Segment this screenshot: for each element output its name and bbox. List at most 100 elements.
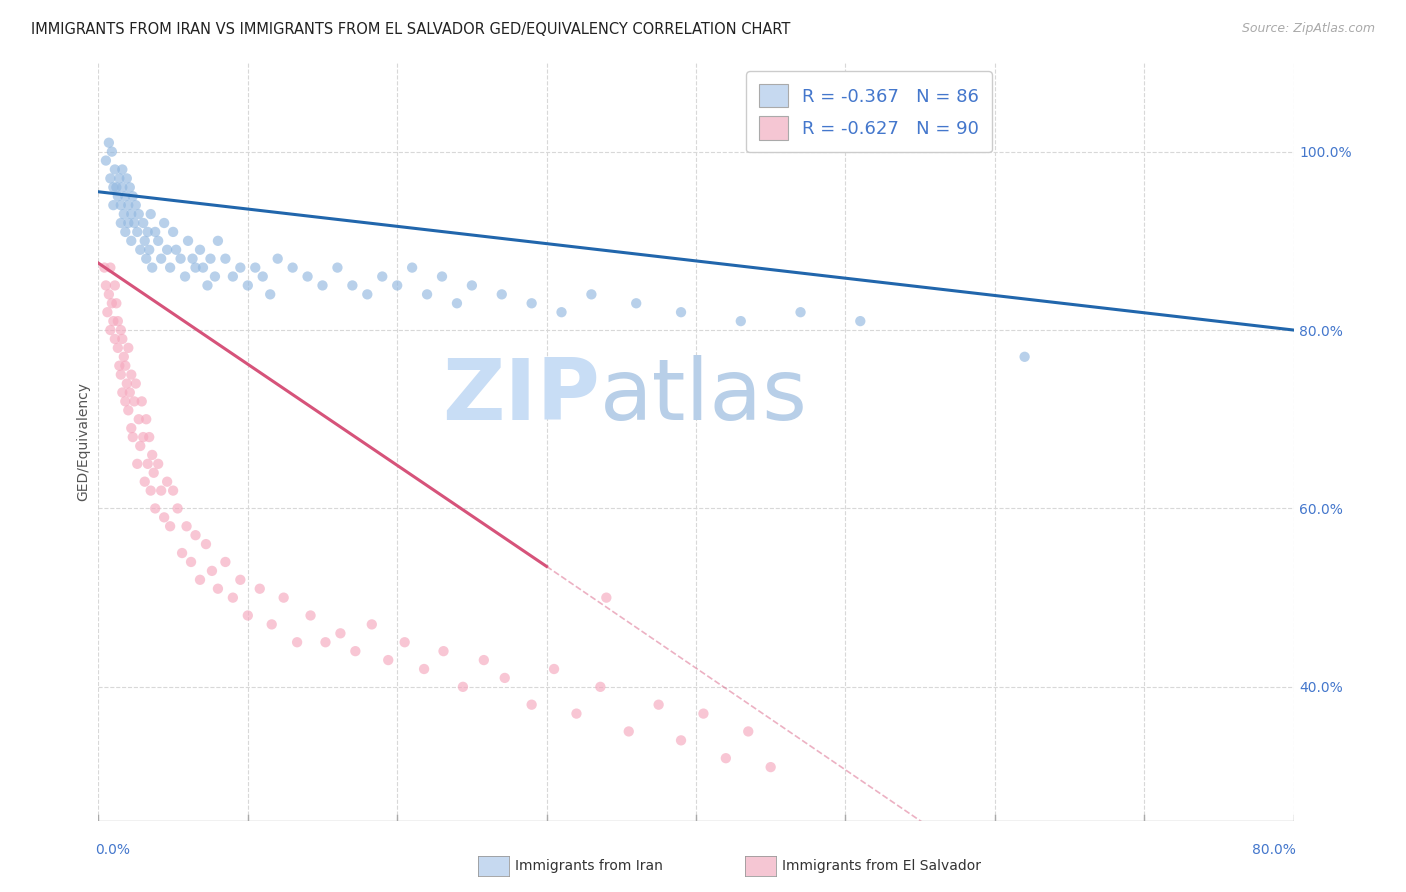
Point <box>121 189 143 203</box>
Point <box>134 475 156 489</box>
Point <box>494 671 516 685</box>
Point <box>214 252 236 266</box>
Point <box>273 591 295 605</box>
Point <box>136 225 159 239</box>
Point <box>139 207 162 221</box>
Point <box>96 305 118 319</box>
Point <box>103 180 125 194</box>
Point <box>141 448 163 462</box>
Point <box>142 466 165 480</box>
Point <box>491 287 513 301</box>
Text: 80.0%: 80.0% <box>1253 843 1296 857</box>
Point <box>129 243 152 257</box>
Point <box>174 269 197 284</box>
Point <box>111 332 134 346</box>
Point <box>281 260 304 275</box>
Point <box>565 706 588 721</box>
Point <box>730 314 752 328</box>
Point <box>311 278 333 293</box>
Point <box>169 252 191 266</box>
Point <box>117 341 139 355</box>
Point <box>120 207 142 221</box>
Point <box>111 162 134 177</box>
Point <box>589 680 612 694</box>
Point <box>543 662 565 676</box>
Point <box>297 269 319 284</box>
Point <box>165 243 187 257</box>
Point <box>249 582 271 596</box>
Point <box>128 412 150 426</box>
Point <box>97 136 120 150</box>
Point <box>156 243 179 257</box>
Point <box>107 341 129 355</box>
Point <box>107 314 129 328</box>
Point <box>101 145 124 159</box>
Point <box>148 457 170 471</box>
Point <box>118 180 141 194</box>
Point <box>315 635 337 649</box>
Point <box>148 234 170 248</box>
Point <box>124 216 146 230</box>
Y-axis label: GED/Equivalency: GED/Equivalency <box>76 382 90 501</box>
Point <box>135 412 157 426</box>
Point <box>162 483 184 498</box>
Point <box>626 296 648 310</box>
Point <box>204 269 226 284</box>
Point <box>432 644 454 658</box>
Point <box>132 216 155 230</box>
Point <box>394 635 416 649</box>
Point <box>356 287 378 301</box>
Point <box>197 278 219 293</box>
Point <box>156 475 179 489</box>
Point <box>115 171 138 186</box>
Point <box>112 207 135 221</box>
Point <box>413 662 436 676</box>
Point <box>342 278 364 293</box>
Point <box>111 180 134 194</box>
Point <box>430 269 453 284</box>
Point <box>207 234 229 248</box>
Point <box>550 305 572 319</box>
Point <box>143 225 166 239</box>
Point <box>103 198 125 212</box>
Point <box>737 724 759 739</box>
Point <box>150 252 173 266</box>
Point <box>259 287 281 301</box>
Point <box>326 260 349 275</box>
Point <box>214 555 236 569</box>
Point <box>222 269 245 284</box>
Text: Source: ZipAtlas.com: Source: ZipAtlas.com <box>1241 22 1375 36</box>
Point <box>110 198 132 212</box>
Point <box>245 260 267 275</box>
Point <box>180 555 202 569</box>
Point <box>138 243 160 257</box>
Point <box>201 564 224 578</box>
Point <box>138 430 160 444</box>
Point <box>520 698 543 712</box>
Point <box>120 421 142 435</box>
Point <box>191 260 214 275</box>
Point <box>159 260 181 275</box>
Point <box>188 573 211 587</box>
Point <box>207 582 229 596</box>
Point <box>229 260 252 275</box>
Point <box>172 546 194 560</box>
Text: atlas: atlas <box>600 354 808 438</box>
Point <box>117 403 139 417</box>
Point <box>127 457 149 471</box>
Text: 0.0%: 0.0% <box>96 843 131 857</box>
Point <box>385 278 409 293</box>
Point <box>329 626 352 640</box>
Point <box>595 591 617 605</box>
Point <box>166 501 188 516</box>
Text: Immigrants from El Salvador: Immigrants from El Salvador <box>782 859 981 873</box>
Point <box>260 617 283 632</box>
Point <box>125 376 148 391</box>
Point <box>377 653 399 667</box>
Point <box>120 368 142 382</box>
Point <box>150 483 173 498</box>
Point <box>114 225 136 239</box>
Point <box>617 724 640 739</box>
Point <box>162 225 184 239</box>
Text: Immigrants from Iran: Immigrants from Iran <box>515 859 662 873</box>
